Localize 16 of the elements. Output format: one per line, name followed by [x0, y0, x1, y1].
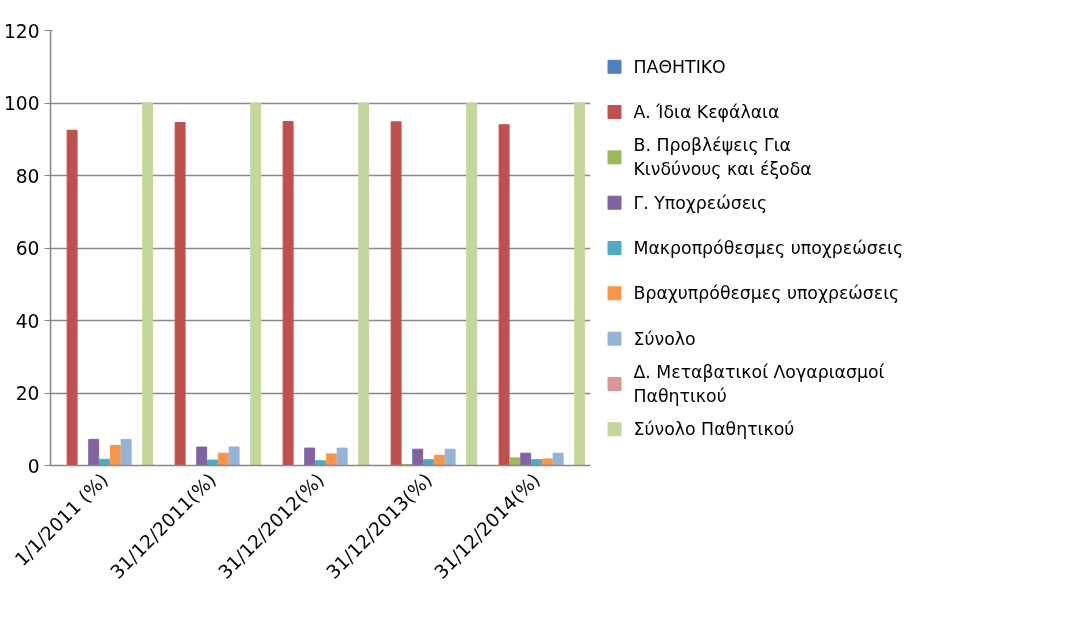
y-tick-label: 120	[3, 20, 40, 42]
y-tick-label: 60	[15, 238, 40, 259]
legend-label: Σύνολο Παθητικού	[633, 419, 795, 440]
y-tick-label: 20	[15, 383, 40, 404]
y-tick-label: 40	[15, 310, 40, 332]
legend-label: Β. Προβλέψεις Για Κινδύνους και έξοδα	[633, 135, 812, 180]
legend-label: Μακροπρόθεσμες υποχρεώσεις	[633, 238, 904, 258]
legend-label: Σύνολο	[633, 328, 696, 349]
y-tick-label: 100	[3, 93, 40, 114]
y-tick-label: 0	[27, 455, 40, 477]
legend-label: ΠΑΘΗΤΙΚΟ	[633, 56, 726, 77]
legend-label: Δ. Μεταβατικοί Λογαριασμοί Παθητικού	[633, 361, 885, 406]
y-tick-label: 80	[15, 165, 40, 187]
legend-label: Βραχυπρόθεσμες υποχρεώσεις	[633, 283, 900, 304]
legend-label: Γ. Υποχρεώσεις	[633, 192, 768, 213]
legend-label: Α. Ίδια Κεφάλαια	[633, 102, 780, 123]
